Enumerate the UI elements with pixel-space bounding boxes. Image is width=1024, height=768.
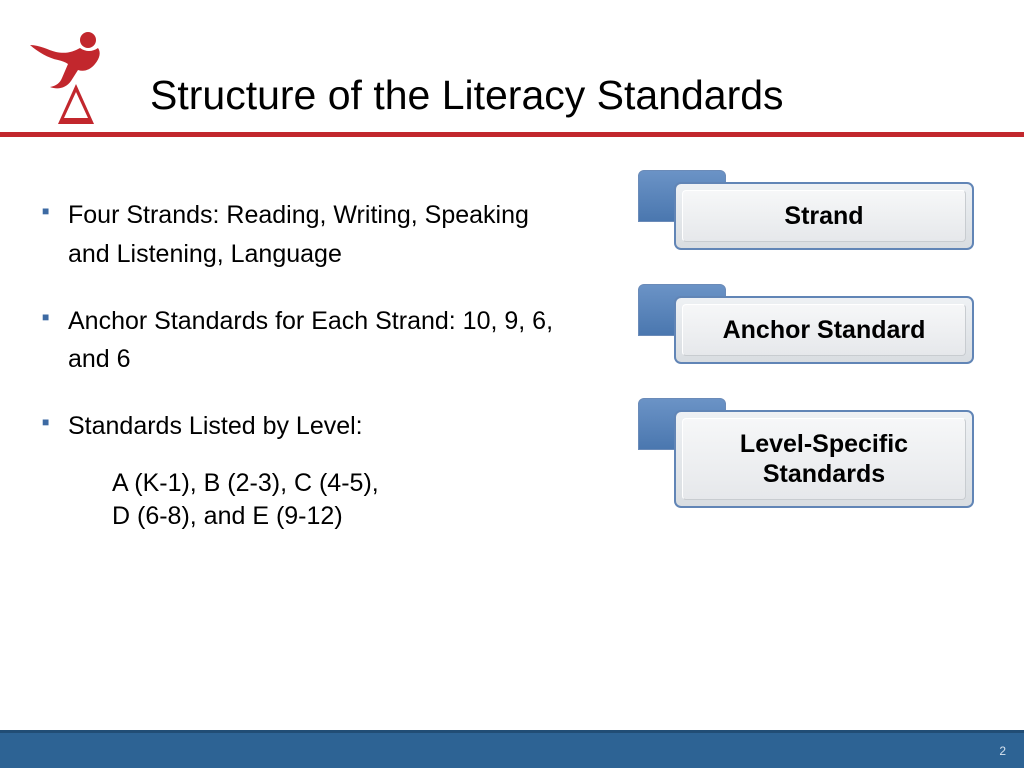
page-number: 2 <box>999 744 1006 758</box>
bullet-item: Standards Listed by Level: <box>42 407 562 446</box>
bullet-list: Four Strands: Reading, Writing, Speaking… <box>42 196 562 541</box>
runner-logo-icon <box>18 28 118 128</box>
slide: Structure of the Literacy Standards Four… <box>0 0 1024 768</box>
footer-bar <box>0 730 1024 768</box>
card-label: Strand <box>682 190 966 242</box>
slide-title: Structure of the Literacy Standards <box>150 72 784 119</box>
card-strand: Strand <box>634 182 974 250</box>
card-level-specific: Level-Specific Standards <box>634 410 974 508</box>
card-anchor-standard: Anchor Standard <box>634 296 974 364</box>
card-label: Level-Specific Standards <box>682 418 966 500</box>
bullet-item: Four Strands: Reading, Writing, Speaking… <box>42 196 562 274</box>
title-underline <box>0 132 1024 137</box>
hierarchy-cards: Strand Anchor Standard Level-Specific St… <box>634 182 974 554</box>
bullet-item: Anchor Standards for Each Strand: 10, 9,… <box>42 302 562 380</box>
card-label: Anchor Standard <box>682 304 966 356</box>
sub-bullet-line: D (6-8), and E (9-12) <box>42 493 562 541</box>
